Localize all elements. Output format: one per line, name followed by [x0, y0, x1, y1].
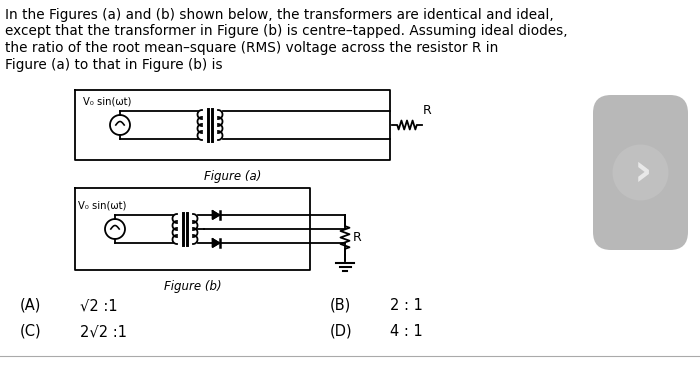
Text: 2√2 :1: 2√2 :1 [80, 324, 127, 339]
Text: (C): (C) [20, 324, 41, 339]
Text: the ratio of the root mean–square (RMS) voltage across the resistor R in: the ratio of the root mean–square (RMS) … [5, 41, 498, 55]
Text: except that the transformer in Figure (b) is centre–tapped. Assuming ideal diode: except that the transformer in Figure (b… [5, 25, 568, 39]
Text: √2 :1: √2 :1 [80, 298, 118, 313]
Text: Figure (a) to that in Figure (b) is: Figure (a) to that in Figure (b) is [5, 57, 223, 71]
Text: V₀ sin(ωt): V₀ sin(ωt) [78, 201, 126, 211]
Text: R: R [423, 104, 432, 117]
Polygon shape [213, 211, 220, 219]
Text: 2 : 1: 2 : 1 [390, 298, 423, 313]
Text: V₀ sin(ωt): V₀ sin(ωt) [83, 97, 131, 107]
Text: ›: › [634, 151, 652, 194]
Text: Figure (b): Figure (b) [164, 280, 221, 293]
Polygon shape [213, 239, 220, 247]
Text: 4 : 1: 4 : 1 [390, 324, 423, 339]
Text: Figure (a): Figure (a) [204, 170, 261, 183]
Text: (A): (A) [20, 298, 41, 313]
Text: (B): (B) [330, 298, 351, 313]
FancyBboxPatch shape [593, 95, 688, 250]
Text: In the Figures (a) and (b) shown below, the transformers are identical and ideal: In the Figures (a) and (b) shown below, … [5, 8, 554, 22]
Text: R: R [353, 231, 362, 244]
Circle shape [612, 145, 668, 201]
Text: (D): (D) [330, 324, 353, 339]
